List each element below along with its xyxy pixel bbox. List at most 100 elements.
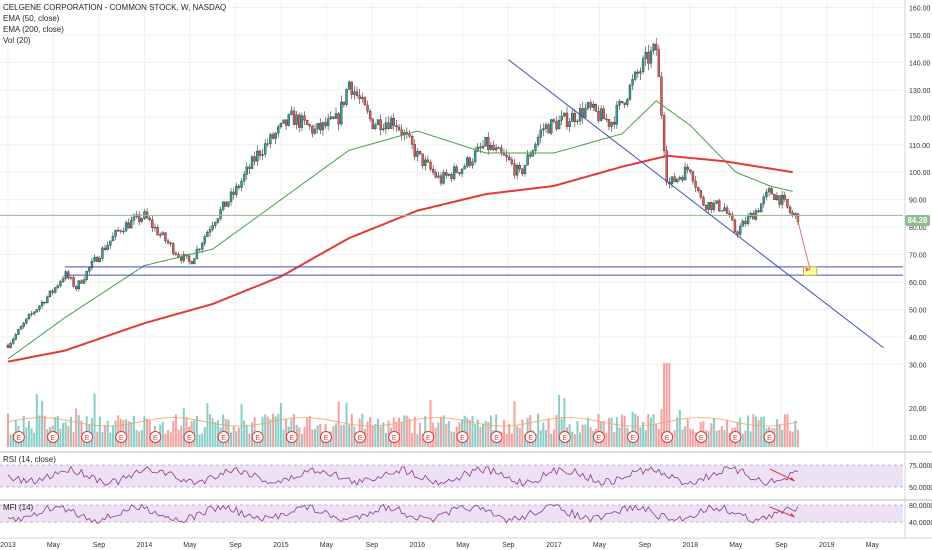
candle-body — [271, 134, 275, 139]
candle-body — [166, 240, 170, 244]
candle-body — [571, 113, 574, 122]
candle-body — [602, 108, 605, 120]
candle-body — [715, 200, 718, 204]
volume-bar — [211, 418, 214, 447]
earnings-marker-label: E — [392, 435, 397, 442]
candle-body — [445, 172, 448, 176]
candle-body — [248, 166, 251, 169]
volume-bar — [369, 416, 372, 447]
candle-body — [494, 147, 498, 151]
candle-body — [392, 117, 395, 126]
time-tick-label: May — [456, 542, 470, 549]
candle-body — [211, 225, 214, 230]
volume-bar — [621, 414, 624, 447]
candle-body — [762, 196, 766, 204]
candle-body — [35, 309, 39, 313]
earnings-marker-label: E — [597, 435, 602, 442]
candle-body — [744, 220, 747, 225]
price-tick-label: 60.00 — [909, 280, 927, 287]
volume-bar — [195, 415, 198, 447]
price-tick-label: 120.00 — [909, 115, 931, 122]
volume-bar — [111, 425, 114, 447]
volume-bar — [447, 420, 450, 447]
volume-bar — [419, 422, 422, 447]
volume-bar — [206, 403, 209, 447]
volume-bar — [340, 425, 343, 447]
volume-bar — [489, 415, 492, 447]
volume-bar — [710, 423, 713, 447]
price-tick-label: 110.00 — [909, 143, 930, 150]
candle-body — [106, 245, 109, 250]
volume-bar — [644, 430, 647, 447]
earnings-marker — [46, 431, 59, 443]
volume-bar — [510, 433, 513, 447]
volume-bar — [264, 414, 267, 447]
earnings-marker-label: E — [187, 435, 192, 442]
candle-body — [19, 326, 23, 330]
candle-body — [46, 296, 49, 304]
volume-bar — [38, 415, 41, 447]
candle-body — [631, 79, 634, 86]
candle-body — [277, 126, 280, 134]
candle-body — [316, 123, 319, 130]
volume-bar — [720, 426, 723, 447]
volume-bar — [429, 400, 432, 447]
candle-body — [69, 277, 73, 279]
candle-body — [242, 174, 246, 182]
candle-body — [536, 136, 540, 145]
volume-bar — [282, 429, 285, 447]
candle-body — [623, 102, 626, 105]
volume-bar — [786, 413, 789, 447]
rsi-tick-label: 75.0000 — [909, 463, 932, 470]
candle-body — [576, 120, 579, 122]
volume-bar — [117, 415, 120, 447]
candle-body — [12, 338, 15, 344]
earnings-marker-label: E — [767, 435, 772, 442]
time-tick-label: May — [183, 542, 197, 549]
earnings-marker-label: E — [85, 435, 90, 442]
earnings-marker-label: E — [631, 435, 636, 442]
volume-bar — [132, 415, 135, 447]
candle-body — [22, 322, 25, 327]
candle-body — [712, 202, 716, 210]
volume-ma-line — [7, 417, 799, 427]
candle-body — [649, 50, 653, 64]
volume-bar — [728, 432, 731, 447]
volume-bar — [104, 425, 107, 447]
volume-bar — [508, 423, 511, 447]
volume-bar — [623, 415, 626, 447]
candle-body — [164, 232, 167, 242]
volume-bar — [445, 423, 448, 447]
candle-body — [521, 168, 524, 174]
ema50-legend: EMA (50, close) — [3, 14, 60, 23]
time-tick-label: May — [866, 542, 880, 549]
candle-body — [765, 191, 768, 198]
candle-body — [376, 119, 380, 125]
volume-bar — [468, 419, 471, 447]
candle-body — [137, 214, 141, 222]
volume-bar — [760, 417, 763, 447]
candle-body — [736, 231, 739, 235]
volume-bar — [579, 432, 582, 447]
volume-bar — [387, 420, 390, 447]
volume-bar — [440, 417, 443, 447]
candle-body — [350, 81, 353, 95]
candle-body — [697, 187, 700, 191]
candle-body — [757, 210, 760, 213]
candle-body — [452, 166, 456, 179]
earnings-marker-label: E — [426, 435, 431, 442]
volume-bar — [655, 424, 658, 447]
grid — [0, 3, 903, 449]
candle-body — [463, 166, 466, 170]
candle-body — [678, 177, 682, 180]
volume-bar — [143, 416, 146, 447]
earnings-marker-label: E — [733, 435, 738, 442]
volume-bar — [106, 420, 109, 447]
candle-body — [644, 52, 647, 59]
volume-bar — [169, 432, 172, 447]
volume-bar — [542, 422, 545, 447]
volume-bar — [230, 432, 233, 447]
candle-body — [221, 201, 225, 210]
